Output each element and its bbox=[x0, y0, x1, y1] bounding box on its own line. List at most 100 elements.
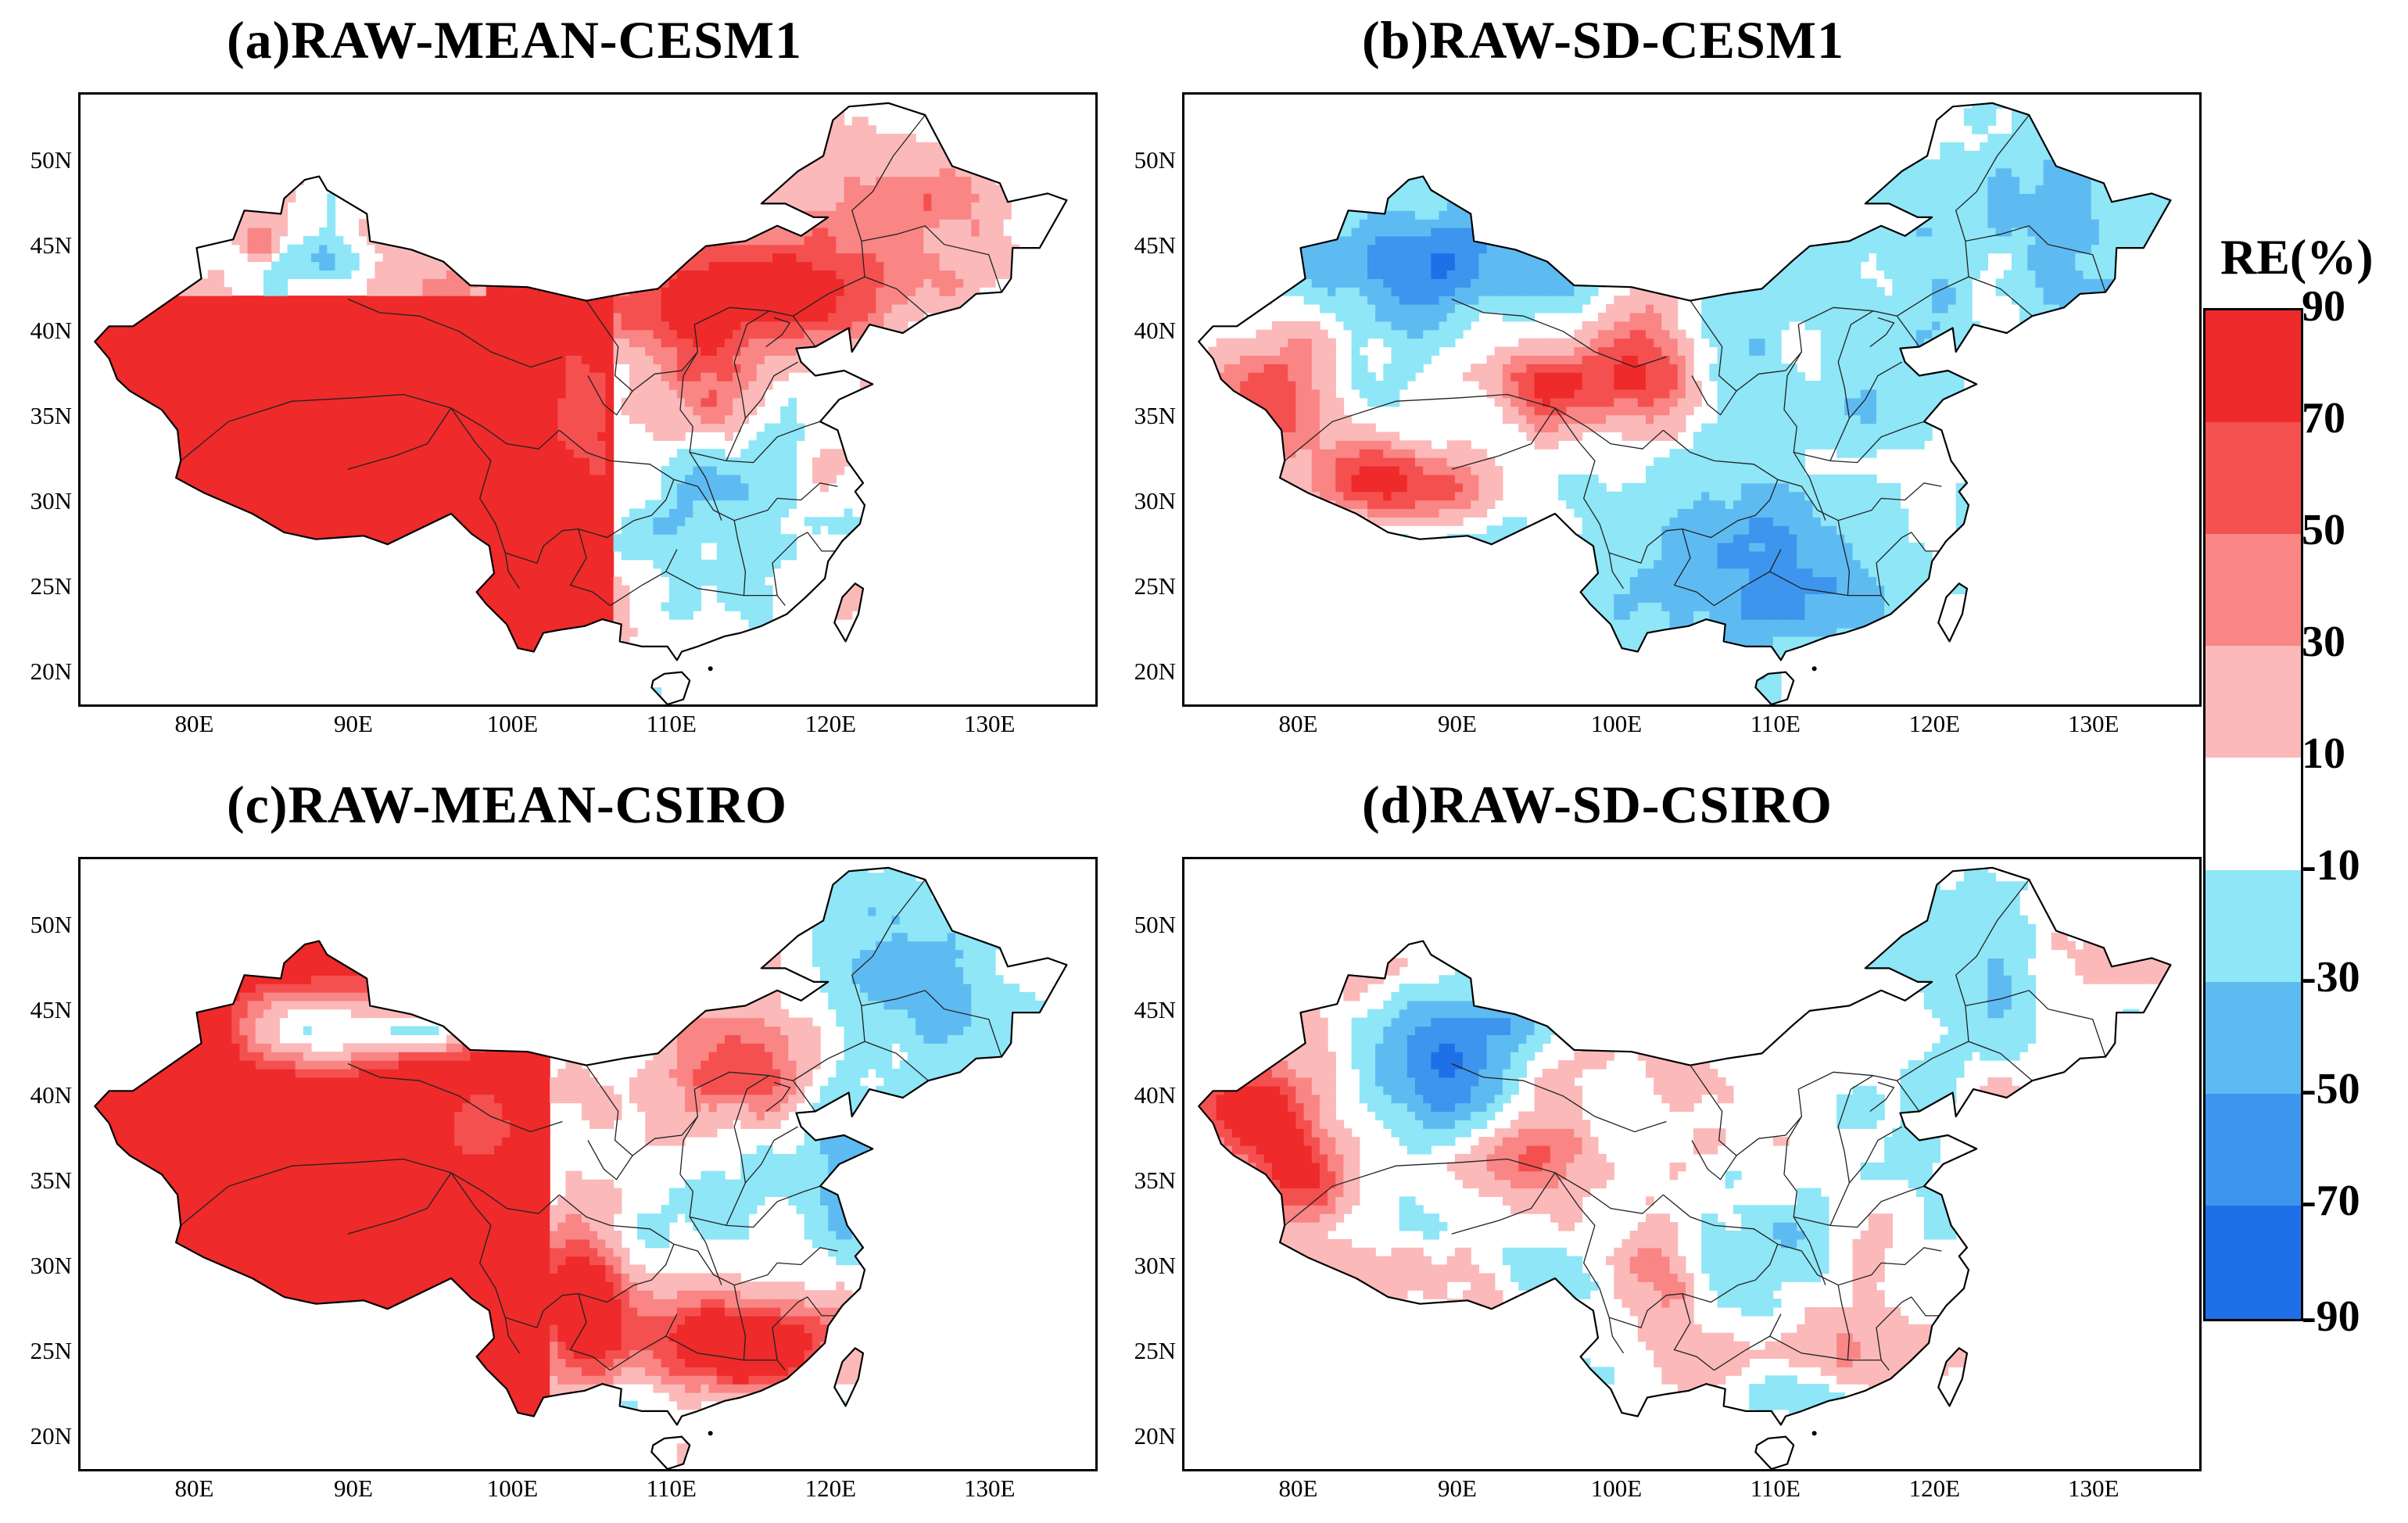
map-canvas-d bbox=[1198, 866, 2172, 1469]
province-boundary bbox=[558, 1194, 675, 1245]
lat-tick-label: 30N bbox=[1105, 1252, 1176, 1280]
province-boundary bbox=[1829, 361, 1902, 461]
province-boundary bbox=[1777, 478, 1882, 521]
province-boundary bbox=[1876, 532, 1939, 596]
island-marker bbox=[708, 666, 713, 672]
colorbar-label: 50 bbox=[2302, 505, 2345, 555]
lat-tick-label: 20N bbox=[1105, 1422, 1176, 1450]
colorbar-label: 70 bbox=[2302, 393, 2345, 443]
lat-tick-label: 20N bbox=[2, 658, 72, 686]
colorbar-bin bbox=[2206, 534, 2301, 646]
province-boundary bbox=[1714, 1313, 1782, 1371]
province-boundary bbox=[1736, 1116, 1802, 1156]
province-boundary bbox=[1829, 1126, 1902, 1226]
province-boundary bbox=[1869, 317, 1895, 348]
lon-tick-label: 90E bbox=[1410, 1475, 1504, 1503]
province-boundary bbox=[690, 421, 821, 464]
lon-tick-label: 130E bbox=[2047, 710, 2141, 738]
province-boundary bbox=[632, 1116, 698, 1156]
panel-title-d: (d)RAW-SD-CSIRO bbox=[1362, 774, 1833, 836]
lon-tick-label: 130E bbox=[943, 1475, 1037, 1503]
province-boundary bbox=[578, 1244, 675, 1303]
lon-tick-label: 120E bbox=[783, 710, 877, 738]
province-boundary bbox=[347, 1172, 452, 1235]
lon-tick-label: 80E bbox=[1252, 1475, 1346, 1503]
colorbar-label: 90 bbox=[2302, 281, 2345, 331]
province-boundary bbox=[679, 1089, 722, 1285]
map-panel-b bbox=[1182, 92, 2202, 707]
province-boundary bbox=[777, 1247, 838, 1266]
lon-tick-label: 120E bbox=[783, 1475, 877, 1503]
province-boundary bbox=[578, 479, 675, 539]
lat-tick-label: 35N bbox=[2, 402, 72, 430]
lat-tick-label: 25N bbox=[1105, 572, 1176, 600]
lat-tick-label: 40N bbox=[1105, 1081, 1176, 1109]
colorbar-bin bbox=[2206, 1206, 2301, 1319]
colorbar-label: -90 bbox=[2302, 1292, 2360, 1342]
province-boundary bbox=[558, 429, 675, 480]
colorbar-label: 10 bbox=[2302, 729, 2345, 779]
lat-tick-label: 45N bbox=[2, 231, 72, 260]
lat-tick-label: 50N bbox=[2, 911, 72, 939]
re-field-a bbox=[95, 102, 1067, 704]
province-boundary bbox=[1599, 1288, 1682, 1329]
country-outline bbox=[833, 582, 865, 643]
lon-tick-label: 110E bbox=[1729, 710, 1822, 738]
lat-tick-label: 30N bbox=[1105, 487, 1176, 515]
lat-tick-label: 50N bbox=[2, 146, 72, 174]
country-outline bbox=[1198, 102, 2172, 661]
province-boundary bbox=[777, 482, 838, 501]
province-boundary bbox=[450, 407, 496, 525]
province-boundary bbox=[1881, 1247, 1942, 1266]
lat-tick-label: 40N bbox=[2, 1081, 72, 1109]
island-marker bbox=[708, 1431, 713, 1436]
province-boundary bbox=[569, 529, 611, 607]
lon-tick-label: 80E bbox=[148, 1475, 242, 1503]
province-boundary bbox=[1736, 351, 1802, 392]
lat-tick-label: 30N bbox=[2, 1252, 72, 1280]
map-panel-d bbox=[1182, 857, 2202, 1471]
province-boundary bbox=[347, 298, 563, 368]
lon-tick-label: 110E bbox=[625, 1475, 718, 1503]
province-boundary bbox=[1881, 482, 1942, 501]
province-boundary bbox=[1451, 298, 1667, 368]
province-boundary bbox=[1798, 1071, 1873, 1090]
colorbar-label: 30 bbox=[2302, 617, 2345, 667]
country-outline bbox=[1937, 582, 1969, 643]
lat-tick-label: 25N bbox=[2, 572, 72, 600]
province-boundary bbox=[450, 407, 560, 450]
re-field-b bbox=[1199, 102, 2171, 704]
country-outline bbox=[94, 866, 1068, 1426]
province-boundary bbox=[610, 1313, 678, 1371]
lat-tick-label: 50N bbox=[1105, 146, 1176, 174]
province-boundary bbox=[495, 523, 579, 564]
lat-tick-label: 35N bbox=[1105, 402, 1176, 430]
legend-title: RE(%) bbox=[2220, 228, 2374, 286]
lat-tick-label: 30N bbox=[2, 487, 72, 515]
province-boundary bbox=[1554, 407, 1600, 525]
lon-tick-label: 100E bbox=[465, 1475, 559, 1503]
province-boundary bbox=[1769, 1335, 1890, 1371]
colorbar-bin bbox=[2206, 310, 2301, 422]
lon-tick-label: 90E bbox=[306, 1475, 400, 1503]
province-boundary bbox=[1608, 1317, 1625, 1354]
province-boundary bbox=[1554, 1172, 1664, 1214]
panel-title-b: (b)RAW-SD-CESM1 bbox=[1362, 9, 1844, 71]
lon-tick-label: 120E bbox=[1887, 710, 1981, 738]
map-canvas-b bbox=[1198, 102, 2172, 704]
country-outline bbox=[1754, 671, 1795, 704]
lat-tick-label: 45N bbox=[2, 996, 72, 1024]
lon-tick-label: 90E bbox=[306, 710, 400, 738]
province-boundary bbox=[726, 361, 798, 461]
lat-tick-label: 45N bbox=[1105, 231, 1176, 260]
province-boundary bbox=[694, 306, 769, 325]
re-field-c bbox=[95, 867, 1067, 1469]
province-boundary bbox=[851, 879, 926, 1006]
province-boundary bbox=[1869, 1081, 1895, 1113]
province-boundary bbox=[726, 1126, 798, 1226]
lon-tick-label: 80E bbox=[148, 710, 242, 738]
province-boundary bbox=[1673, 1293, 1715, 1371]
colorbar-bin bbox=[2206, 646, 2301, 758]
lon-tick-label: 100E bbox=[465, 710, 559, 738]
country-outline bbox=[1937, 1347, 1969, 1407]
